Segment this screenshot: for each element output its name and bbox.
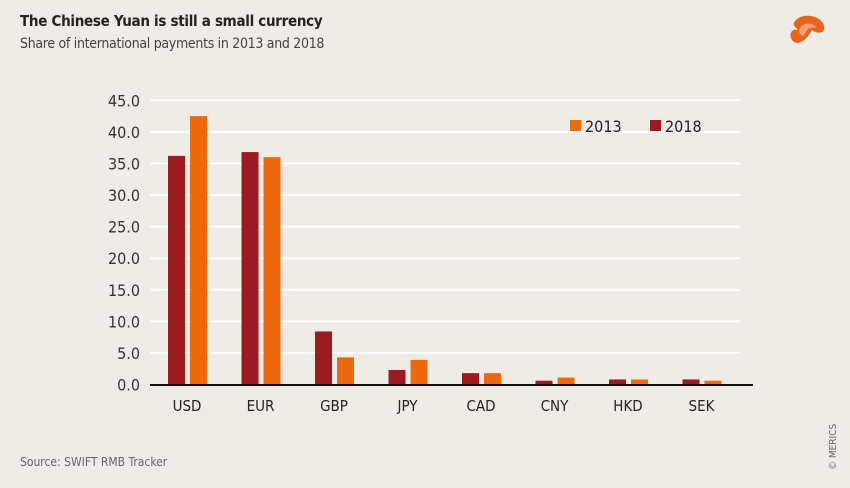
bar-hkd-2018 [609,379,626,385]
y-tick-label: 5.0 [117,344,140,363]
bar-cad-2018 [462,373,479,385]
legend-label-2013: 2013 [585,117,622,136]
chart-subtitle: Share of international payments in 2013 … [20,36,325,52]
bar-eur-2013 [263,157,281,385]
y-tick-label: 35.0 [108,154,140,173]
bar-hkd-2013 [631,379,648,385]
legend-swatch-2018 [650,120,661,131]
legend-label-2018: 2018 [665,117,702,136]
y-tick-label: 0.0 [117,376,140,395]
x-tick-label: SEK [689,397,716,415]
bar-cad-2013 [484,373,501,385]
bar-jpy-2018 [388,369,406,385]
bar-jpy-2013 [410,359,428,385]
bar-cny-2013 [557,377,575,385]
chart-title: The Chinese Yuan is still a small curren… [20,12,323,30]
x-tick-label: JPY [396,397,418,415]
bar-gbp-2018 [315,331,332,385]
bar-gbp-2013 [337,357,354,385]
x-tick-label: USD [173,397,202,415]
y-tick-label: 20.0 [108,249,140,268]
bar-sek-2018 [682,379,700,385]
bar-eur-2018 [241,152,259,385]
y-tick-label: 30.0 [108,186,140,205]
x-tick-label: CAD [466,397,495,415]
legend-swatch-2013 [570,120,581,131]
bar-usd-2013 [190,116,207,385]
x-tick-label: EUR [247,397,275,415]
y-tick-label: 10.0 [108,312,140,331]
bar-usd-2018 [168,155,185,385]
bar-sek-2013 [704,380,722,385]
y-tick-label: 40.0 [108,123,140,142]
x-tick-label: GBP [320,397,348,415]
copyright-note: © MERICS [828,423,839,470]
bar-cny-2018 [535,380,553,385]
x-tick-label: HKD [613,397,642,415]
source-note: Source: SWIFT RMB Tracker [20,455,168,469]
x-tick-label: CNY [541,397,570,415]
y-tick-label: 15.0 [108,281,140,300]
y-tick-label: 45.0 [108,91,140,110]
merics-logo-icon [790,15,825,43]
y-tick-label: 25.0 [108,218,140,237]
